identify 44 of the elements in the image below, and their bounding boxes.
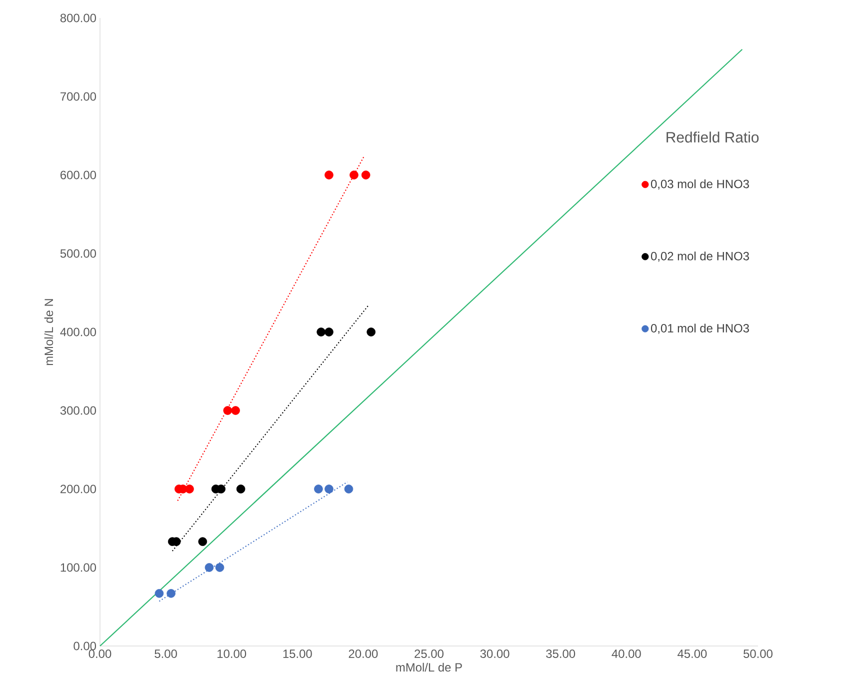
point (231, 406, 240, 415)
point (324, 328, 334, 336)
series-label: Redfield Ratio (666, 132, 759, 143)
point (350, 170, 358, 180)
point (236, 484, 246, 494)
point (366, 328, 376, 336)
point (204, 563, 214, 572)
point (324, 170, 334, 180)
y-tick-label: 600.00 (60, 170, 96, 180)
x-tick-label: 35.00 (546, 650, 576, 658)
point (324, 484, 334, 494)
point (223, 406, 232, 415)
y-tick-label: 800.00 (60, 14, 96, 22)
y-tick-label: 100.00 (60, 563, 96, 572)
legend-label: 0,01 mol de HNO3 (650, 324, 749, 334)
y-tick-label: 0.00 (74, 642, 96, 650)
y-tick-label: 400.00 (60, 328, 96, 336)
legend-label: 0,03 mol de HNO3 (650, 179, 749, 190)
x-tick-label: 15.00 (283, 650, 312, 658)
x-axis-title: mMol/L de P (396, 662, 462, 672)
point (316, 328, 326, 336)
point (361, 170, 370, 180)
x-tick-label: 25.00 (414, 650, 444, 658)
point (166, 589, 176, 598)
y-tick-label: 500.00 (60, 249, 96, 258)
x-tick-label: 0.00 (88, 650, 112, 658)
x-tick-label: 20.00 (348, 650, 378, 658)
y-tick-label: 300.00 (60, 406, 96, 415)
x-tick-label: 10.00 (218, 650, 246, 658)
x-tick-label: 40.00 (612, 650, 641, 658)
y-tick-label: 200.00 (60, 484, 96, 494)
y-tick-label: 700.00 (60, 92, 96, 101)
x-tick-label: 45.00 (678, 650, 707, 658)
y-axis-title: mMol/L de N (44, 299, 54, 366)
legend-label: 0,02 mol de HNO3 (650, 252, 749, 262)
point (344, 484, 354, 494)
x-tick-label: 50.00 (744, 650, 772, 658)
point (154, 589, 164, 598)
point (185, 484, 194, 494)
x-tick-label: 5.00 (154, 650, 177, 658)
point (314, 484, 323, 494)
x-tick-label: 30.00 (480, 650, 510, 658)
point (215, 563, 224, 572)
point (198, 537, 208, 546)
